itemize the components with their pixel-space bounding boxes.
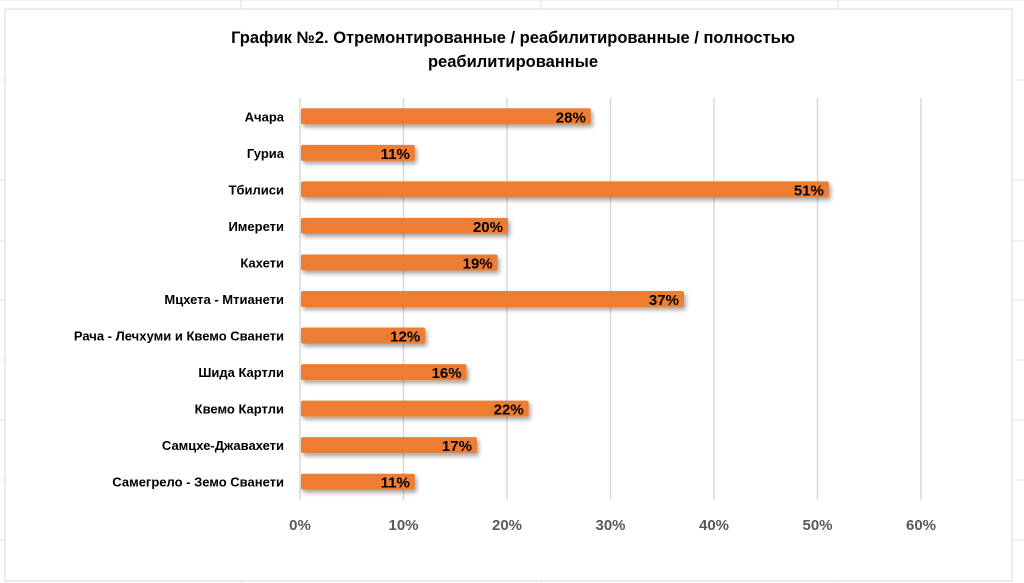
data-label: 12% xyxy=(390,329,420,346)
x-tick-label: 10% xyxy=(388,517,418,534)
category-label: Самцхе-Джавахети xyxy=(162,438,284,453)
bar[interactable] xyxy=(301,291,684,307)
category-label: Гуриа xyxy=(247,146,285,161)
data-label: 20% xyxy=(473,219,503,236)
x-tick-label: 30% xyxy=(595,517,625,534)
data-label: 16% xyxy=(432,365,462,382)
bar[interactable] xyxy=(301,437,477,454)
category-label: Мцхета - Мтианети xyxy=(164,292,284,307)
bar[interactable] xyxy=(301,364,467,381)
data-label: 17% xyxy=(442,438,472,455)
x-tick-label: 50% xyxy=(802,517,832,534)
bar[interactable] xyxy=(301,217,508,234)
bar[interactable] xyxy=(301,327,426,344)
data-label: 51% xyxy=(794,182,824,199)
category-label: Тбилиси xyxy=(229,182,284,197)
data-label: 11% xyxy=(381,475,410,492)
chart-title-line-2: реабилитированные xyxy=(428,53,598,71)
data-label: 37% xyxy=(649,292,679,309)
x-tick-label: 0% xyxy=(289,517,311,534)
category-label: Самегрело - Земо Сванети xyxy=(112,475,284,490)
category-label: Рача - Лечхуми и Квемо Сванети xyxy=(74,329,284,344)
bar[interactable] xyxy=(301,144,415,161)
bar[interactable] xyxy=(301,108,591,125)
x-tick-label: 60% xyxy=(906,517,936,534)
data-label: 28% xyxy=(556,109,586,126)
data-label: 22% xyxy=(494,402,524,419)
data-label: 11% xyxy=(381,146,410,163)
category-label: Квемо Картли xyxy=(195,402,284,417)
bar[interactable] xyxy=(301,181,829,198)
category-label: Ачара xyxy=(245,109,285,124)
chart-title-line-1: График №2. Отремонтированные / реабилити… xyxy=(231,29,795,47)
bar[interactable] xyxy=(301,254,498,271)
category-label: Шида Картли xyxy=(198,365,284,380)
bar[interactable] xyxy=(301,400,529,417)
data-label: 19% xyxy=(463,255,493,272)
x-tick-label: 20% xyxy=(492,517,522,534)
bar[interactable] xyxy=(301,473,415,490)
category-label: Имерети xyxy=(228,219,284,234)
x-tick-label: 40% xyxy=(699,517,729,534)
category-label: Кахети xyxy=(240,255,284,270)
